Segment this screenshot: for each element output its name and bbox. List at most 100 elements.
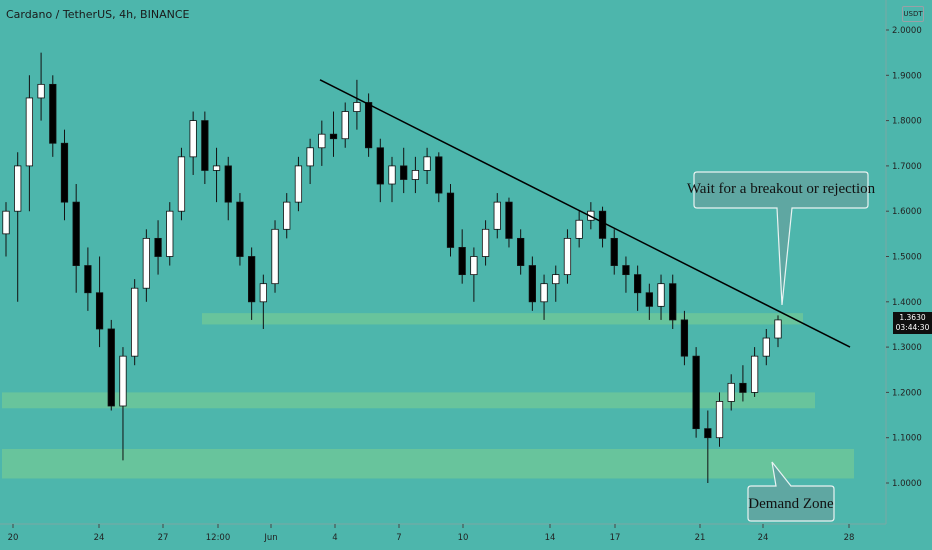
- candle-body: [37, 83, 45, 99]
- candle: [119, 347, 127, 461]
- price-tick-label: 1.7000: [892, 162, 922, 172]
- time-tick-label: 21: [695, 533, 706, 543]
- candle-body: [60, 142, 69, 203]
- time-tick-label: 17: [610, 533, 621, 543]
- candle: [49, 75, 57, 157]
- breakout-callout[interactable]: Wait for a breakout or rejection: [687, 171, 876, 306]
- candle-body: [552, 274, 560, 285]
- candle: [376, 138, 384, 203]
- candle-body: [669, 283, 677, 321]
- candle: [458, 229, 466, 284]
- candles-layer: [2, 52, 782, 483]
- candle: [318, 120, 326, 166]
- candle-body: [107, 328, 115, 407]
- candle: [762, 328, 770, 366]
- time-tick-label: 24: [758, 533, 769, 543]
- candle-body: [353, 102, 361, 112]
- candle: [294, 156, 303, 212]
- candle-body: [704, 428, 712, 439]
- candle: [95, 256, 104, 348]
- candle-body: [119, 355, 127, 407]
- candle: [575, 211, 583, 248]
- candle: [131, 279, 139, 366]
- candle-body: [517, 237, 525, 266]
- candle: [236, 193, 244, 266]
- candle-body: [189, 120, 197, 158]
- last-price-badge: 1.3630 03:44:30: [893, 312, 932, 334]
- zones-layer: [2, 313, 854, 479]
- candle: [657, 274, 665, 320]
- candle-body: [598, 210, 607, 239]
- candle-body: [411, 170, 420, 180]
- candle-body: [364, 102, 373, 149]
- candle-body: [481, 228, 490, 257]
- candle-body: [271, 228, 279, 285]
- candle: [750, 347, 759, 397]
- trendline[interactable]: [319, 79, 851, 348]
- time-tick-label: 12:00: [206, 533, 231, 543]
- candle-body: [2, 210, 10, 235]
- candle-body: [25, 97, 34, 167]
- candle-body: [259, 283, 267, 303]
- candle-body: [446, 192, 455, 248]
- demand-callout-text: Demand Zone: [748, 496, 834, 512]
- candle: [166, 202, 174, 266]
- price-tick-label: 1.9000: [892, 71, 922, 81]
- candle-body: [95, 292, 104, 330]
- candle-countdown: 03:44:30: [895, 323, 930, 332]
- candle: [388, 156, 396, 203]
- candle: [517, 229, 525, 275]
- candle-body: [739, 382, 747, 393]
- candle-body: [212, 165, 221, 171]
- time-tick-label: 24: [94, 533, 105, 543]
- time-axis[interactable]: 20 24 27 12:00 Jun 4 7 10 14 17 21 24 28: [0, 523, 886, 543]
- candle: [552, 265, 560, 302]
- candle: [446, 184, 455, 257]
- candle: [669, 274, 677, 329]
- candle: [154, 220, 162, 275]
- candle: [774, 315, 782, 348]
- candle-body: [201, 120, 209, 171]
- candle: [329, 111, 338, 157]
- candle: [505, 197, 513, 248]
- candle-body: [142, 237, 150, 289]
- candle: [60, 129, 69, 221]
- candle-body: [470, 256, 478, 276]
- candle: [72, 184, 80, 293]
- candle-body: [505, 201, 513, 239]
- candle-body: [692, 355, 700, 430]
- candle-body: [622, 265, 630, 276]
- candle-body: [166, 210, 174, 257]
- candle: [622, 256, 630, 293]
- candle-body: [236, 201, 244, 257]
- candle: [14, 152, 22, 302]
- callouts-layer: Wait for a breakout or rejection Demand …: [687, 171, 876, 522]
- breakout-callout-text: Wait for a breakout or rejection: [687, 181, 876, 197]
- price-tick-label: 2.0000: [892, 26, 922, 36]
- candle: [306, 138, 314, 185]
- zone-rect: [202, 313, 803, 325]
- currency-button[interactable]: USDT: [902, 6, 924, 22]
- candle-body: [341, 111, 349, 140]
- candle-body: [329, 133, 338, 140]
- candle-body: [376, 147, 384, 185]
- demand-callout[interactable]: Demand Zone: [747, 461, 835, 522]
- candle: [692, 347, 700, 438]
- candle: [528, 256, 536, 311]
- candle: [201, 111, 209, 185]
- chart-title: Cardano / TetherUS, 4h, BINANCE: [6, 8, 190, 21]
- candle-body: [657, 283, 665, 307]
- trendline-layer: [319, 79, 851, 348]
- last-price-value: 1.3630: [899, 313, 926, 322]
- candle-body: [294, 165, 303, 203]
- candle: [610, 229, 618, 275]
- candle-body: [750, 355, 759, 393]
- candle-body: [634, 274, 642, 294]
- candle-body: [248, 256, 256, 303]
- candle: [224, 156, 232, 221]
- price-axis[interactable]: 2.0000 1.9000 1.8000 1.7000 1.6000 1.5000 1.40…: [885, 0, 922, 524]
- candle-body: [762, 337, 770, 357]
- price-tick-label: 1.8000: [892, 117, 922, 127]
- candle-body: [774, 319, 782, 339]
